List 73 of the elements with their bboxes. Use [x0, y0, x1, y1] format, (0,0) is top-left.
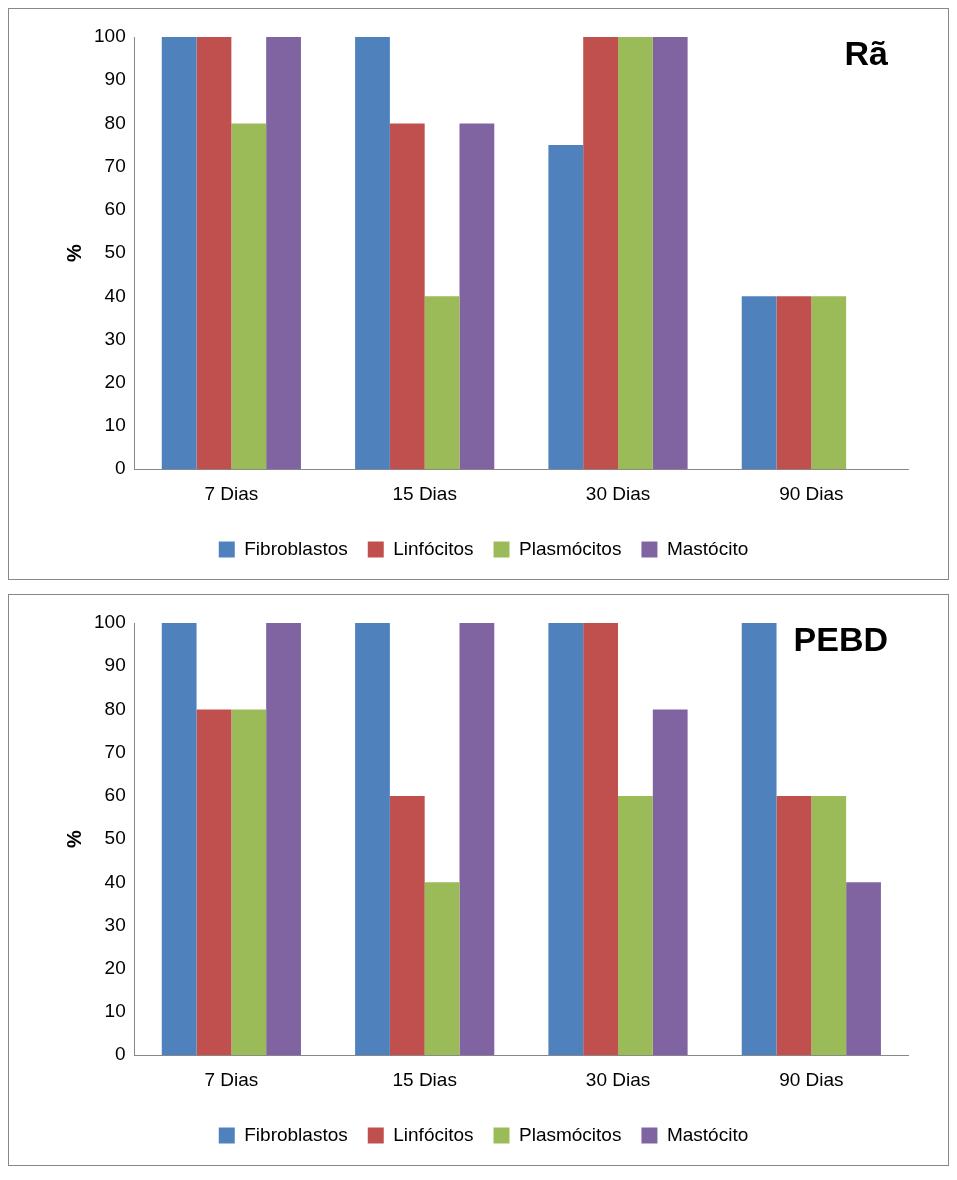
- y-tick-label: 80: [104, 111, 126, 133]
- legend-label: Fibroblastos: [244, 1123, 348, 1145]
- y-tick-label: 30: [104, 913, 126, 935]
- y-tick-label: 70: [104, 740, 126, 762]
- y-tick-label: 90: [104, 654, 126, 676]
- chart-title: PEBD: [793, 620, 888, 659]
- chart-title: Rã: [844, 34, 889, 73]
- bar: [266, 37, 301, 470]
- legend-label: Linfócitos: [393, 537, 474, 559]
- y-tick-label: 20: [104, 956, 126, 978]
- y-tick-label: 50: [104, 241, 126, 263]
- y-tick-label: 90: [104, 68, 126, 90]
- bar: [618, 795, 653, 1056]
- y-tick-label: 80: [104, 697, 126, 719]
- x-tick-label: 30 Dias: [585, 482, 651, 504]
- y-tick-label: 40: [104, 870, 126, 892]
- bar: [424, 296, 460, 470]
- y-tick-label: 0: [115, 1043, 126, 1065]
- x-tick-label: 15 Dias: [392, 482, 457, 504]
- y-tick-label: 100: [94, 611, 126, 633]
- bar: [583, 37, 619, 470]
- legend-label: Mastócito: [666, 1123, 749, 1145]
- bar: [389, 123, 425, 470]
- bar: [389, 795, 425, 1056]
- y-axis-title: %: [62, 244, 85, 262]
- legend-label: Plasmócitos: [519, 537, 622, 559]
- bar: [355, 623, 390, 1056]
- bar: [776, 296, 812, 470]
- y-tick-label: 20: [104, 370, 126, 392]
- bar: [741, 296, 777, 470]
- bar: [231, 709, 267, 1056]
- x-tick-label: 15 Dias: [392, 1068, 457, 1090]
- bar: [741, 623, 777, 1056]
- y-tick-label: 100: [94, 25, 126, 47]
- x-tick-label: 7 Dias: [204, 1068, 259, 1090]
- bar: [652, 709, 688, 1056]
- bar: [196, 37, 232, 470]
- y-tick-label: 30: [104, 327, 126, 349]
- bar: [161, 623, 197, 1056]
- bar: [161, 37, 197, 470]
- x-tick-label: 30 Dias: [585, 1068, 651, 1090]
- bar: [548, 145, 584, 470]
- bar: [776, 795, 812, 1056]
- bar: [846, 882, 881, 1056]
- x-tick-label: 90 Dias: [779, 1068, 844, 1090]
- legend-label: Linfócitos: [393, 1123, 474, 1145]
- bar: [266, 623, 301, 1056]
- legend-label: Fibroblastos: [244, 537, 348, 559]
- legend-label: Plasmócitos: [519, 1123, 622, 1145]
- bar: [424, 882, 460, 1056]
- bar: [618, 37, 653, 470]
- bar: [583, 623, 619, 1056]
- bar: [459, 123, 495, 470]
- bar: [231, 123, 267, 470]
- y-tick-label: 10: [104, 1000, 126, 1022]
- y-tick-label: 60: [104, 198, 126, 220]
- bar: [811, 296, 847, 470]
- y-tick-label: 70: [104, 154, 126, 176]
- y-tick-label: 50: [104, 827, 126, 849]
- y-tick-label: 40: [104, 284, 126, 306]
- y-tick-label: 60: [104, 784, 126, 806]
- x-tick-label: 7 Dias: [204, 482, 259, 504]
- y-tick-label: 0: [115, 457, 126, 479]
- x-tick-label: 90 Dias: [779, 482, 844, 504]
- legend-label: Mastócito: [666, 537, 749, 559]
- bar: [811, 795, 847, 1056]
- bar: [652, 37, 688, 470]
- bar: [548, 623, 584, 1056]
- bar: [196, 709, 232, 1056]
- bar: [355, 37, 390, 470]
- y-tick-label: 10: [104, 414, 126, 436]
- y-axis-title: %: [62, 830, 85, 848]
- bar: [459, 623, 495, 1056]
